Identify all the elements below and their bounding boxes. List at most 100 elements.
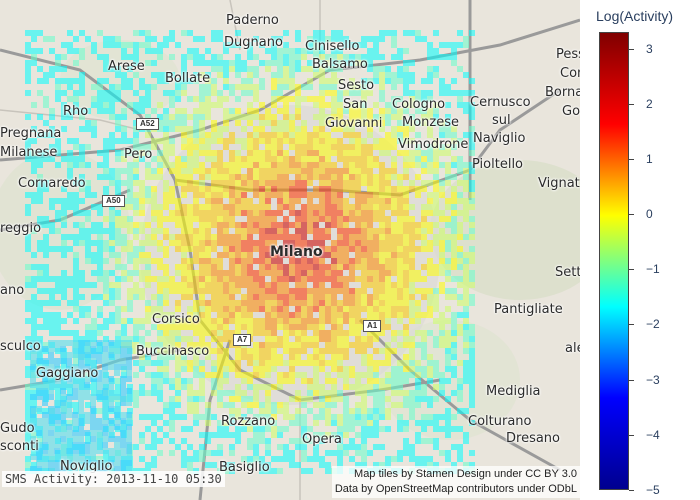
- heatmap-cell: [217, 270, 223, 276]
- heatmap-cell: [91, 192, 97, 198]
- heatmap-cell: [139, 366, 145, 372]
- heatmap-cell: [181, 186, 187, 192]
- heatmap-cell: [72, 370, 78, 376]
- heatmap-cell: [193, 132, 199, 138]
- heatmap-cell: [181, 108, 187, 114]
- heatmap-cell: [90, 370, 96, 376]
- heatmap-cell: [133, 60, 139, 66]
- heatmap-cell: [253, 420, 259, 426]
- heatmap-cell: [102, 442, 108, 448]
- heatmap-cell: [265, 408, 271, 414]
- heatmap-cell: [439, 318, 445, 324]
- heatmap-cell: [115, 222, 121, 228]
- heatmap-cell: [78, 382, 84, 388]
- heatmap-cell: [157, 312, 163, 318]
- heatmap-cell: [391, 72, 397, 78]
- heatmap-cell: [84, 412, 90, 418]
- heatmap-cell: [427, 438, 433, 444]
- heatmap-cell: [271, 456, 277, 462]
- heatmap-cell: [451, 144, 457, 150]
- heatmap-cell: [217, 66, 223, 72]
- heatmap-cell: [42, 358, 48, 364]
- heatmap-cell: [175, 216, 181, 222]
- heatmap-cell: [277, 294, 283, 300]
- heatmap-cell: [325, 312, 331, 318]
- heatmap-cell: [133, 168, 139, 174]
- heatmap-cell: [289, 72, 295, 78]
- heatmap-cell: [343, 426, 349, 432]
- map-view[interactable]: Paderno Dugnano Cinisello Balsamo Sesto …: [0, 0, 580, 500]
- heatmap-cell: [31, 150, 37, 156]
- heatmap-cell: [439, 84, 445, 90]
- heatmap-cell: [325, 84, 331, 90]
- heatmap-cell: [295, 312, 301, 318]
- heatmap-cell: [379, 198, 385, 204]
- heatmap-cell: [277, 168, 283, 174]
- place-label: ale: [565, 341, 580, 356]
- heatmap-cell: [84, 442, 90, 448]
- heatmap-cell: [37, 366, 43, 372]
- heatmap-cell: [337, 348, 343, 354]
- heatmap-cell: [91, 120, 97, 126]
- heatmap-cell: [235, 54, 241, 60]
- heatmap-cell: [313, 96, 319, 102]
- heatmap-cell: [253, 192, 259, 198]
- heatmap-cell: [361, 96, 367, 102]
- heatmap-cell: [97, 150, 103, 156]
- heatmap-cell: [355, 252, 361, 258]
- heatmap-cell: [235, 312, 241, 318]
- heatmap-cell: [373, 66, 379, 72]
- heatmap-cell: [55, 144, 61, 150]
- heatmap-cell: [102, 382, 108, 388]
- heatmap-cell: [469, 396, 475, 402]
- heatmap-cell: [163, 234, 169, 240]
- heatmap-cell: [397, 54, 403, 60]
- heatmap-cell: [403, 108, 409, 114]
- heatmap-cell: [445, 180, 451, 186]
- heatmap-cell: [151, 228, 157, 234]
- heatmap-cell: [469, 150, 475, 156]
- heatmap-cell: [325, 198, 331, 204]
- heatmap-cell: [211, 150, 217, 156]
- heatmap-cell: [427, 66, 433, 72]
- heatmap-cell: [319, 168, 325, 174]
- heatmap-cell: [349, 132, 355, 138]
- heatmap-cell: [373, 138, 379, 144]
- heatmap-cell: [247, 156, 253, 162]
- heatmap-cell: [43, 318, 49, 324]
- heatmap-cell: [379, 78, 385, 84]
- heatmap-cell: [109, 66, 115, 72]
- heatmap-cell: [199, 234, 205, 240]
- heatmap-cell: [43, 186, 49, 192]
- heatmap-cell: [241, 90, 247, 96]
- heatmap-cell: [337, 270, 343, 276]
- heatmap-cell: [343, 408, 349, 414]
- heatmap-cell: [151, 60, 157, 66]
- heatmap-cell: [199, 432, 205, 438]
- heatmap-cell: [403, 150, 409, 156]
- heatmap-cell: [445, 42, 451, 48]
- heatmap-cell: [397, 294, 403, 300]
- heatmap-cell: [103, 144, 109, 150]
- heatmap-cell: [307, 180, 313, 186]
- heatmap-cell: [313, 444, 319, 450]
- heatmap-cell: [307, 288, 313, 294]
- heatmap-cell: [415, 438, 421, 444]
- heatmap-cell: [169, 408, 175, 414]
- heatmap-cell: [325, 156, 331, 162]
- heatmap-cell: [43, 216, 49, 222]
- heatmap-cell: [403, 354, 409, 360]
- heatmap-cell: [403, 420, 409, 426]
- heatmap-cell: [120, 394, 126, 400]
- heatmap-cell: [397, 450, 403, 456]
- heatmap-cell: [397, 342, 403, 348]
- heatmap-cell: [283, 324, 289, 330]
- heatmap-cell: [331, 216, 337, 222]
- heatmap-cell: [175, 114, 181, 120]
- heatmap-cell: [325, 420, 331, 426]
- heatmap-cell: [102, 466, 108, 472]
- heatmap-cell: [367, 228, 373, 234]
- heatmap-cell: [415, 420, 421, 426]
- heatmap-cell: [223, 420, 229, 426]
- heatmap-cell: [235, 72, 241, 78]
